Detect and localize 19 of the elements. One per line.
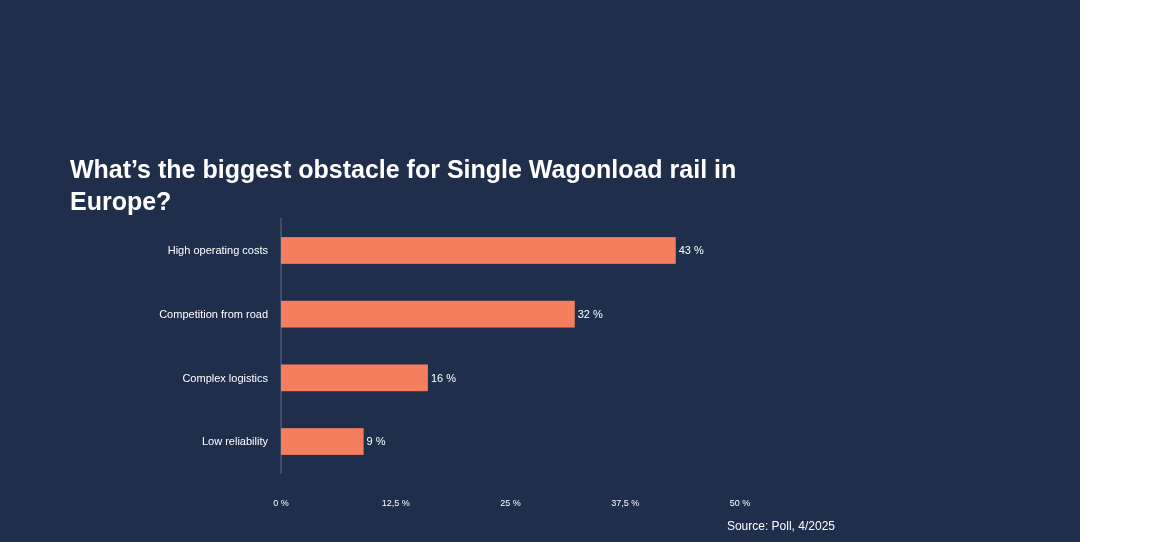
x-tick-label: 0 % [273, 498, 289, 508]
data-label: 43 % [678, 244, 705, 257]
y-tick-label: Competition from road [159, 308, 268, 321]
data-label: 16 % [430, 371, 457, 384]
source-note: Source: Poll, 4/2025 [726, 519, 836, 533]
x-tick-label: 50 % [729, 498, 751, 508]
bar [281, 300, 575, 328]
bar [281, 428, 364, 455]
data-label: 9 % [366, 435, 386, 448]
chart-title: What’s the biggest obstacle for Single Wagonload rail in Europe? [70, 155, 737, 215]
data-label: 32 % [577, 308, 604, 321]
y-tick-label: Low reliability [201, 435, 269, 448]
bar [281, 237, 676, 264]
x-tick-label: 12,5 % [381, 498, 410, 508]
y-tick-label: Complex logistics [182, 371, 269, 384]
y-tick-label: High operating costs [167, 244, 269, 257]
bar [281, 364, 428, 392]
x-tick-label: 37,5 % [611, 498, 640, 508]
x-tick-label: 25 % [500, 498, 521, 508]
